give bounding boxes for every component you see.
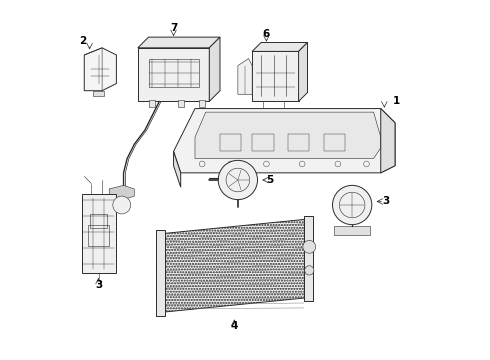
Polygon shape [252, 42, 308, 51]
Circle shape [305, 266, 314, 275]
Polygon shape [173, 109, 395, 173]
Polygon shape [109, 185, 134, 200]
Bar [149, 100, 155, 107]
Bar [304, 216, 313, 301]
Text: 3: 3 [383, 197, 390, 206]
Circle shape [303, 240, 316, 253]
Bar [156, 230, 165, 316]
Text: 6: 6 [263, 28, 270, 39]
Polygon shape [238, 59, 252, 94]
Polygon shape [252, 51, 298, 102]
Polygon shape [381, 109, 395, 173]
Text: 4: 4 [231, 321, 238, 332]
Text: 1: 1 [393, 96, 400, 107]
Bar [90, 214, 107, 228]
Bar [199, 100, 205, 107]
Polygon shape [84, 48, 117, 91]
Text: 3: 3 [95, 280, 102, 291]
Bar [88, 225, 109, 246]
Bar [288, 134, 309, 152]
Text: 7: 7 [170, 23, 177, 33]
Bar [148, 59, 198, 87]
Text: 5: 5 [267, 175, 273, 185]
Polygon shape [163, 219, 306, 312]
Polygon shape [195, 112, 381, 158]
Polygon shape [334, 226, 370, 235]
Polygon shape [209, 37, 220, 102]
Text: 2: 2 [79, 36, 86, 46]
Circle shape [218, 160, 258, 200]
Circle shape [333, 185, 372, 225]
Polygon shape [138, 48, 209, 102]
Polygon shape [298, 42, 308, 102]
Bar [220, 134, 242, 152]
Bar [178, 100, 184, 107]
Polygon shape [81, 194, 116, 273]
Circle shape [113, 196, 131, 214]
Bar [323, 134, 345, 152]
Polygon shape [173, 152, 181, 187]
Bar [252, 134, 273, 152]
Bar [93, 91, 104, 96]
Polygon shape [138, 37, 220, 48]
